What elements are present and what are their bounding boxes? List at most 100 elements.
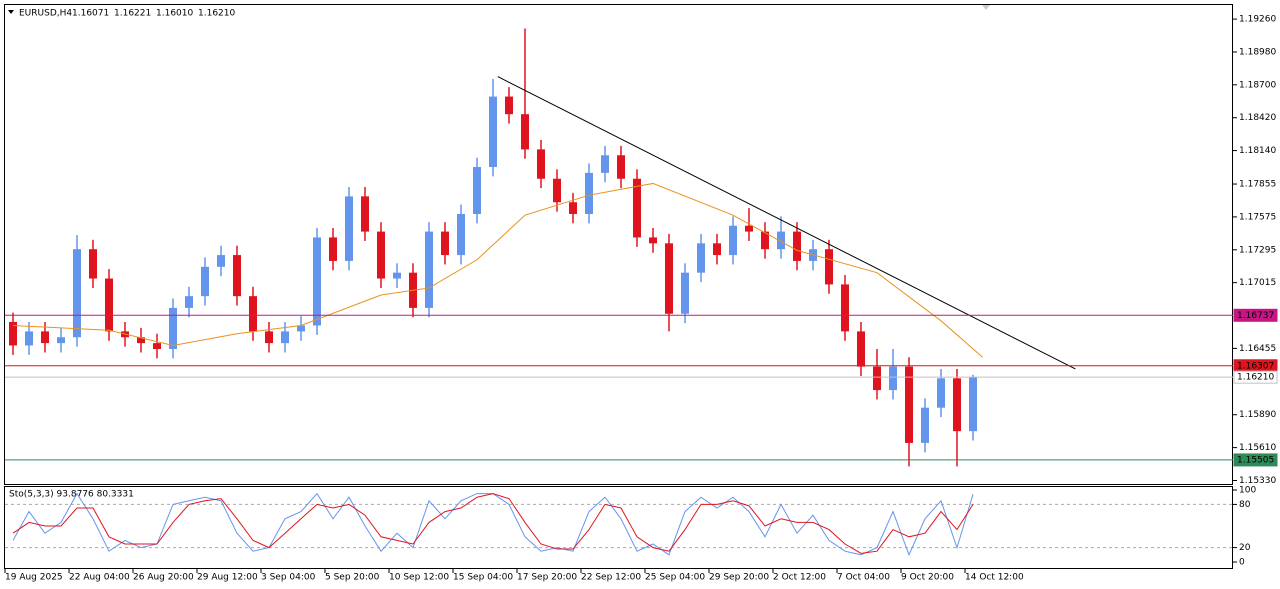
symbol-title: EURUSD,H4 <box>19 9 72 19</box>
y-tick-label: 1.18700 <box>1239 80 1276 90</box>
y-tick-label: 1.15330 <box>1239 476 1276 486</box>
candle-body <box>697 243 705 273</box>
y-tick-label: 1.17015 <box>1239 278 1276 288</box>
candle-body <box>537 149 545 179</box>
candle-body <box>457 213 465 256</box>
y-tick-label: 1.17575 <box>1239 212 1276 222</box>
candle-body <box>649 237 657 244</box>
moving-average <box>12 182 983 358</box>
candle-body <box>425 231 433 308</box>
ohlc-value: 1.16210 <box>198 9 235 19</box>
price-label: 1.16210 <box>1237 373 1274 383</box>
candle-body <box>665 243 673 314</box>
y-tick-label: 1.16455 <box>1239 344 1276 354</box>
y-tick-label: 1.17855 <box>1239 180 1276 190</box>
candle-body <box>25 331 33 346</box>
y-tick-label: 100 <box>1239 486 1256 496</box>
candle-body <box>857 331 865 367</box>
candle-body <box>825 249 833 285</box>
candle-body <box>489 96 497 168</box>
candle-body <box>329 237 337 261</box>
price-label: 1.16307 <box>1237 361 1274 371</box>
x-tick-label: 14 Oct 12:00 <box>965 573 1024 583</box>
candle-body <box>937 378 945 408</box>
candle-body <box>617 155 625 179</box>
candle-body <box>793 231 801 261</box>
y-tick-label: 1.15890 <box>1239 410 1276 420</box>
price-label-box <box>1233 453 1278 467</box>
candle-body <box>777 231 785 250</box>
indicator-title: Sto(5,3,3) 93.8776 80.3331 <box>9 490 134 500</box>
candle-body <box>137 337 145 344</box>
candle-body <box>105 278 113 332</box>
candle-body <box>297 325 305 332</box>
candle-body <box>441 231 449 256</box>
x-tick-label: 15 Sep 04:00 <box>453 573 513 583</box>
x-tick-label: 3 Sep 04:00 <box>261 573 316 583</box>
candle-body <box>377 231 385 279</box>
price-label: 1.16737 <box>1237 311 1274 321</box>
candle-body <box>601 155 609 173</box>
candle-body <box>553 178 561 203</box>
ohlc-value: 1.16071 <box>72 9 109 19</box>
y-tick-label: 20 <box>1239 543 1251 553</box>
candle-body <box>249 296 257 332</box>
candle-body <box>201 266 209 297</box>
candle-body <box>873 366 881 391</box>
price-label-box <box>1233 370 1278 384</box>
x-tick-label: 7 Oct 04:00 <box>837 573 890 583</box>
y-tick-label: 1.18980 <box>1239 47 1276 57</box>
candle-body <box>713 243 721 256</box>
price-label: 1.15505 <box>1237 455 1274 465</box>
candle-body <box>361 196 369 232</box>
y-tick-label: 1.19260 <box>1239 15 1276 25</box>
x-tick-label: 26 Aug 20:00 <box>133 573 194 583</box>
candle-body <box>969 377 977 432</box>
x-tick-label: 2 Oct 12:00 <box>773 573 826 583</box>
x-tick-label: 29 Sep 20:00 <box>709 573 769 583</box>
ohlc-value: 1.16221 <box>114 9 151 19</box>
candle-body <box>569 202 577 214</box>
price-label-box <box>1233 308 1278 322</box>
x-tick-label: 19 Aug 2025 <box>5 573 63 583</box>
candle-body <box>345 196 353 261</box>
y-tick-label: 1.17295 <box>1239 245 1276 255</box>
indicator-panel <box>4 486 1233 569</box>
candle-body <box>473 167 481 214</box>
y-tick-label: 1.15610 <box>1239 443 1276 453</box>
x-tick-label: 5 Sep 20:00 <box>325 573 380 583</box>
candle-body <box>233 255 241 297</box>
indicator-line <box>12 492 974 557</box>
candle-body <box>921 407 929 443</box>
candle-body <box>681 272 689 314</box>
candle-body <box>185 296 193 308</box>
candle-body <box>41 331 49 344</box>
candle-body <box>57 337 65 344</box>
x-tick-label: 25 Sep 04:00 <box>645 573 705 583</box>
candle-body <box>745 225 753 232</box>
candle-body <box>9 321 17 346</box>
candle-body <box>153 343 161 349</box>
candle-body <box>521 114 529 150</box>
ohlc-value: 1.16010 <box>156 9 193 19</box>
x-tick-label: 22 Sep 12:00 <box>581 573 641 583</box>
x-tick-label: 22 Aug 04:00 <box>69 573 130 583</box>
x-tick-label: 9 Oct 20:00 <box>901 573 954 583</box>
y-tick-label: 80 <box>1239 500 1251 510</box>
x-tick-label: 17 Sep 20:00 <box>517 573 577 583</box>
candle-body <box>281 331 289 344</box>
y-tick-label: 0 <box>1239 558 1245 568</box>
candle-body <box>633 178 641 238</box>
candle-body <box>505 96 513 115</box>
candle-body <box>729 225 737 256</box>
menu-arrow[interactable] <box>8 10 14 14</box>
candle-body <box>953 378 961 432</box>
candle-body <box>905 366 913 443</box>
candle-body <box>89 249 97 279</box>
candle-body <box>841 284 849 332</box>
candle-body <box>313 237 321 326</box>
candle-body <box>761 231 769 250</box>
candle-body <box>169 307 177 349</box>
